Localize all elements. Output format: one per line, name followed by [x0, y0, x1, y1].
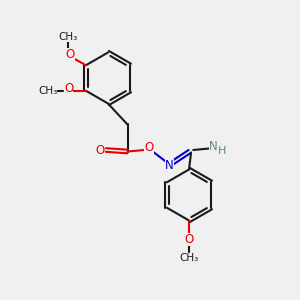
Text: CH₃: CH₃ — [38, 86, 57, 96]
Text: O: O — [64, 82, 73, 95]
Text: O: O — [184, 232, 194, 246]
Text: CH₃: CH₃ — [179, 253, 199, 263]
Text: N: N — [165, 159, 174, 172]
Text: O: O — [66, 48, 75, 61]
Text: H: H — [218, 146, 226, 156]
Text: CH₃: CH₃ — [58, 32, 78, 42]
Text: N: N — [208, 140, 217, 153]
Text: O: O — [145, 141, 154, 154]
Text: O: O — [95, 143, 104, 157]
